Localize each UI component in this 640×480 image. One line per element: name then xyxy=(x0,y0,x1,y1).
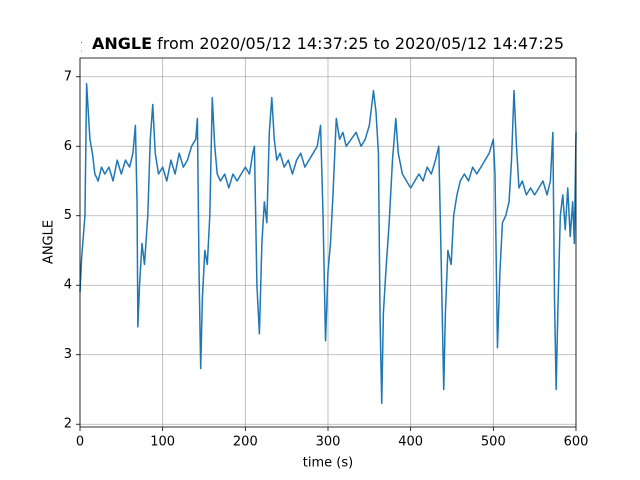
plot-frame xyxy=(79,57,577,428)
x-tick-label: 400 xyxy=(398,435,423,450)
x-tick-label: 600 xyxy=(564,435,589,450)
title-rest: from 2020/05/12 14:37:25 to 2020/05/12 1… xyxy=(157,34,564,53)
y-tick-label: 5 xyxy=(64,208,72,223)
y-tick-label: 7 xyxy=(64,69,72,84)
y-tick-label: 2 xyxy=(64,417,72,432)
data-line xyxy=(79,82,577,405)
x-tick-label: 200 xyxy=(233,435,258,450)
y-tick-label: 3 xyxy=(64,347,72,362)
x-tick-label: 500 xyxy=(481,435,506,450)
title-bold: ANGLE xyxy=(92,34,152,53)
title-background xyxy=(82,34,576,56)
x-tick-label: 100 xyxy=(150,435,175,450)
x-tick-label: 300 xyxy=(316,435,341,450)
chart-title: ANGLE from 2020/05/12 14:37:25 to 2020/0… xyxy=(92,34,564,53)
y-tick-label: 6 xyxy=(64,139,72,154)
x-axis-label: time (s) xyxy=(303,456,353,471)
x-tick-label: 0 xyxy=(76,435,84,450)
y-axis-label: ANGLE xyxy=(42,220,57,264)
y-tick-label: 4 xyxy=(64,278,72,293)
